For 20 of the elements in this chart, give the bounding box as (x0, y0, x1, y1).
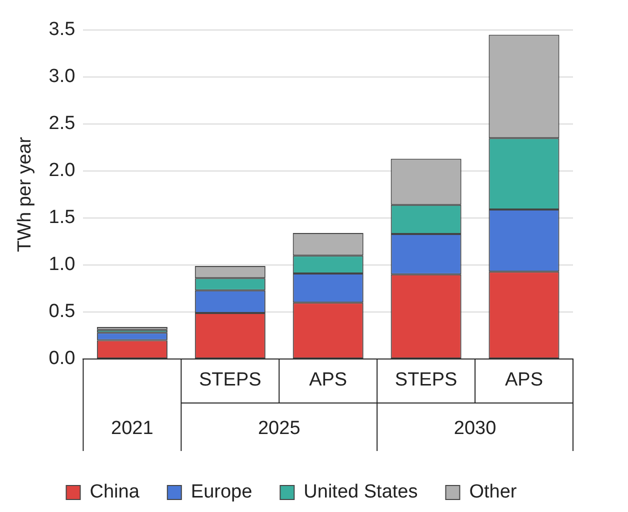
text: 2025 (258, 418, 300, 440)
x-tick-label: APS (505, 370, 544, 391)
x-tick-label: STEPS (198, 370, 262, 391)
text: 2021 (111, 418, 154, 440)
x-tick-label: STEPS (394, 370, 458, 391)
legend-label: China (90, 482, 140, 503)
y-tick-label: 3.0 (48, 66, 76, 88)
legend-label: Europe (190, 482, 252, 503)
y-tick-label: 2.5 (48, 113, 76, 134)
y-tick-label: 3.5 (48, 19, 76, 40)
text: 2030 (454, 418, 496, 440)
x-tick-label: APS (309, 370, 348, 391)
legend-label: Other (469, 482, 518, 503)
legend-label: United States (304, 482, 418, 503)
y-tick-label: 1.5 (48, 207, 76, 228)
y-tick-label: 0.0 (48, 348, 76, 370)
y-tick-label: 1.0 (48, 254, 76, 276)
y-tick-label: 2.0 (48, 160, 76, 182)
y-tick-label: 0.5 (48, 301, 76, 322)
y-axis-title: TWh per year (14, 136, 36, 252)
